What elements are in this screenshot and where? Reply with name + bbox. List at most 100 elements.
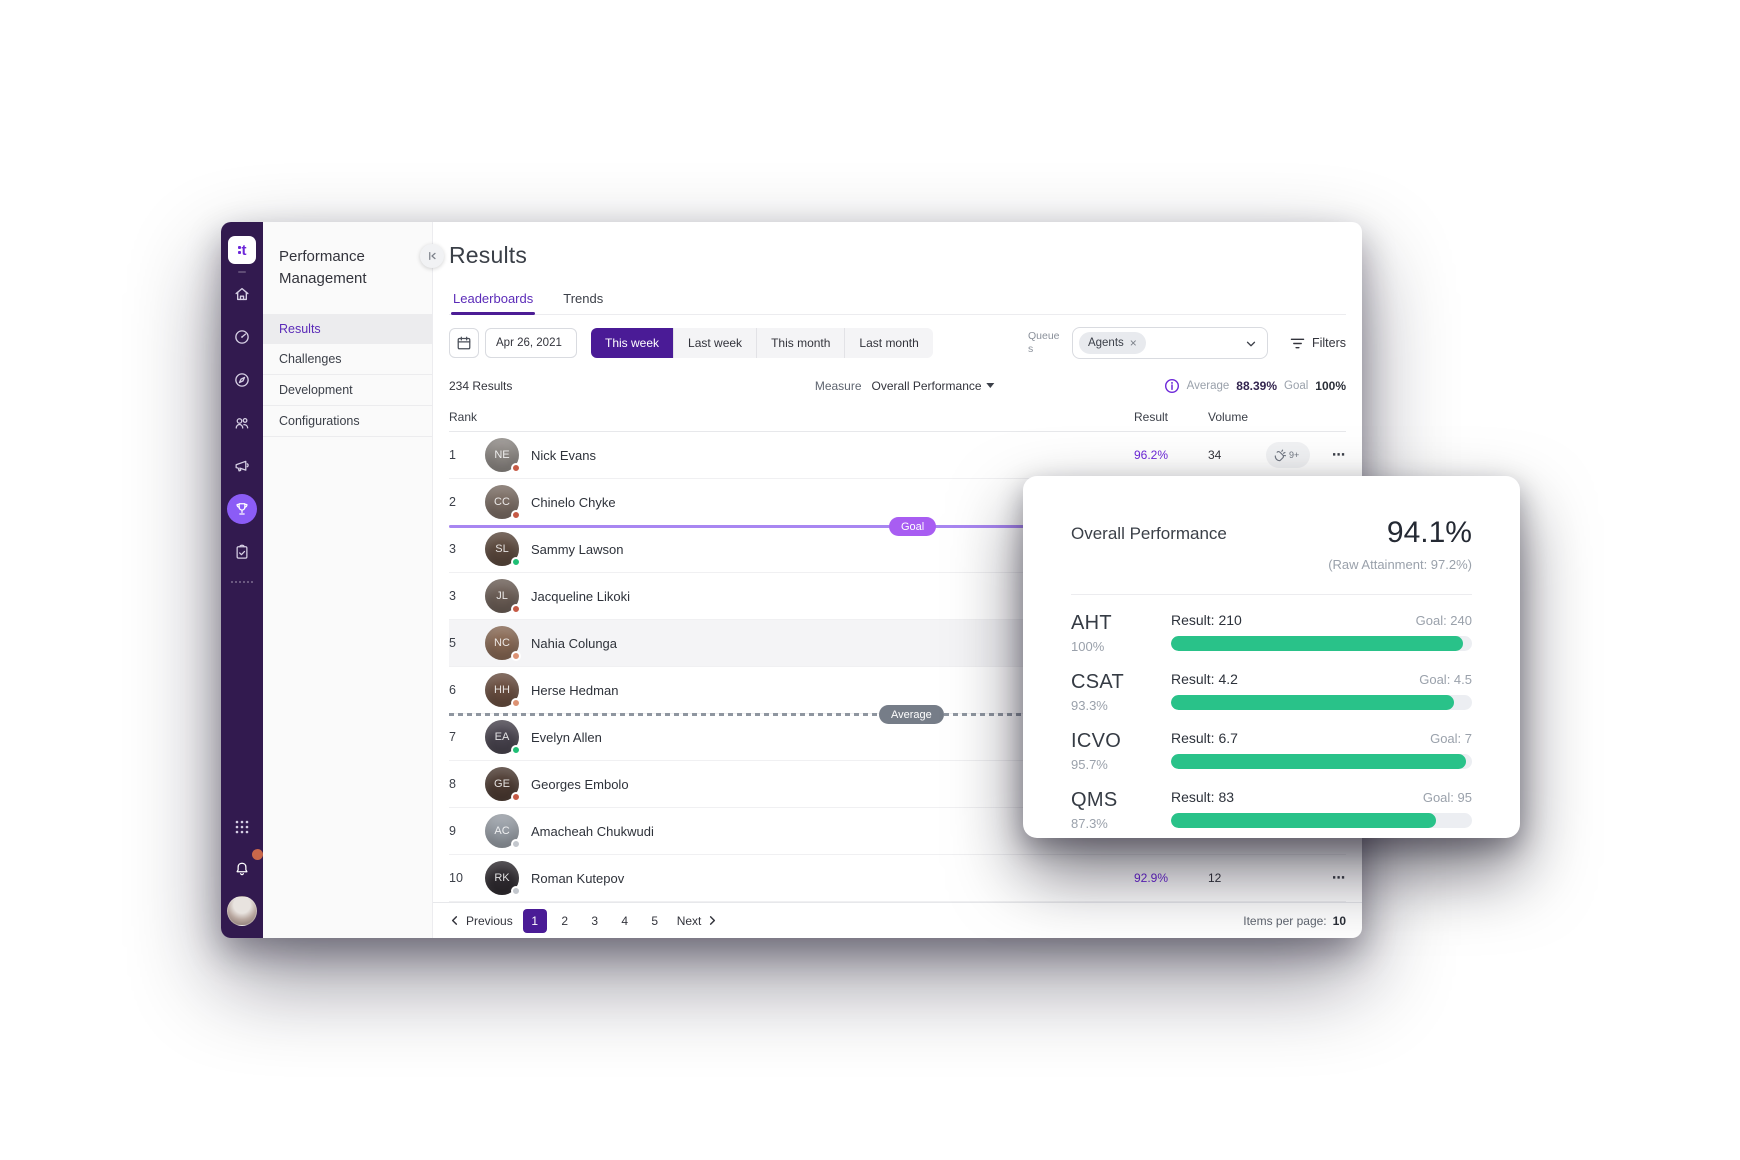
sidebar-item[interactable]: Configurations — [263, 406, 432, 437]
previous-page-button[interactable]: Previous — [449, 914, 513, 928]
avatar: SL — [485, 532, 521, 568]
logo-dots-icon — [237, 246, 241, 254]
rail-bottom — [227, 812, 263, 926]
metric-row: AHT 100% Result: 210 Goal: 240 — [1071, 595, 1472, 654]
raw-attainment: (Raw Attainment: 97.2%) — [1328, 557, 1472, 572]
agent-name: Chinelo Chyke — [531, 494, 616, 510]
info-icon[interactable] — [1164, 378, 1180, 394]
metric-percent: 95.7% — [1071, 757, 1108, 772]
items-per-page-value[interactable]: 10 — [1332, 913, 1346, 928]
apps-grid-icon[interactable] — [227, 812, 257, 842]
announcements-megaphone-icon[interactable] — [227, 451, 257, 481]
page-button[interactable]: 4 — [613, 909, 637, 933]
avatar: CC — [485, 485, 521, 521]
metric-label: QMS — [1071, 789, 1118, 811]
metric-result: Result: 4.2 — [1171, 671, 1238, 687]
agent-name: Roman Kutepov — [531, 870, 625, 886]
module-sidebar: Performance Management Results Challenges… — [263, 222, 444, 938]
metric-goal: Goal: 4.5 — [1419, 672, 1472, 687]
date-range-button[interactable]: Last month — [845, 328, 933, 358]
sidebar-item[interactable]: Results — [263, 313, 432, 344]
table-row[interactable]: 8 GE Georges Embolo — [449, 761, 1346, 809]
metric-row: QMS 87.3% Result: 83 Goal: 95 — [1071, 772, 1472, 831]
overall-score: 94.1% — [1386, 516, 1472, 549]
date-range-button[interactable]: This month — [757, 328, 846, 358]
compass-icon[interactable] — [227, 365, 257, 395]
measure-dropdown[interactable]: Overall Performance — [872, 379, 995, 393]
table-row[interactable]: 1 NE Nick Evans 96.2% 34 9+ — [449, 432, 1346, 480]
status-dot — [511, 604, 521, 615]
metric-row: CSAT 93.3% Result: 4.2 Goal: 4.5 — [1071, 654, 1472, 713]
dashboard-gauge-icon[interactable] — [227, 322, 257, 352]
tab[interactable]: Trends — [563, 291, 604, 306]
sidebar-item[interactable]: Challenges — [263, 344, 432, 375]
table-row[interactable]: 3 JL Jacqueline Likoki — [449, 573, 1346, 621]
chip-remove-icon[interactable]: × — [1129, 336, 1137, 350]
row-menu-button[interactable]: ⋯ — [1332, 447, 1346, 463]
filters-button[interactable]: Filters — [1290, 336, 1346, 350]
page-button[interactable]: 1 — [522, 908, 547, 933]
table-row[interactable]: 3 SL Sammy Lawson — [449, 526, 1346, 574]
notification-badge — [252, 849, 263, 860]
rank-cell: 6 — [449, 683, 456, 698]
agent-name: Nahia Colunga — [531, 635, 618, 651]
sidebar-item[interactable]: Development — [263, 375, 432, 406]
tasks-clipboard-icon[interactable] — [227, 537, 257, 567]
calendar-button[interactable] — [449, 328, 479, 358]
date-range-button[interactable]: This week — [591, 328, 675, 358]
metric-goal: Goal: 7 — [1430, 731, 1472, 746]
collapse-sidebar-button[interactable] — [420, 244, 444, 268]
table-row[interactable]: 7 EA Evelyn Allen — [449, 714, 1346, 762]
popover-divider — [1071, 594, 1472, 595]
average-value: 88.39% — [1236, 378, 1277, 393]
collapse-left-icon — [429, 252, 436, 260]
date-input[interactable] — [485, 328, 577, 358]
page-title: Results — [449, 242, 528, 268]
queues-select[interactable]: Agents × — [1071, 327, 1268, 359]
result-column-header: Result — [1134, 410, 1169, 425]
metric-bar-block: Result: 6.7 Goal: 7 — [1171, 730, 1472, 769]
caret-down-icon — [986, 383, 995, 389]
leaderboards-trophy-icon[interactable] — [227, 494, 257, 524]
home-icon[interactable] — [227, 279, 257, 309]
metric-percent: 93.3% — [1071, 698, 1108, 713]
next-page-button[interactable]: Next — [677, 914, 719, 928]
progress-bar-track — [1171, 813, 1472, 828]
popover-score-block: 94.1% (Raw Attainment: 97.2%) — [1328, 516, 1472, 572]
result-cell: 96.2% — [1134, 448, 1169, 463]
table-row[interactable]: 10 RK Roman Kutepov 92.9% 12 — [449, 855, 1346, 903]
app-logo[interactable]: t — [228, 236, 256, 264]
metric-label-block: CSAT 93.3% — [1071, 671, 1149, 713]
rank-cell: 10 — [449, 871, 463, 886]
volume-cell: 34 — [1208, 448, 1222, 463]
metric-bar-block: Result: 83 Goal: 95 — [1171, 789, 1472, 828]
page-button[interactable]: 3 — [583, 909, 607, 933]
avatar-image: NC — [485, 626, 519, 661]
notifications-bell-icon[interactable] — [227, 849, 263, 884]
progress-bar-track — [1171, 754, 1472, 769]
progress-bar-fill — [1171, 695, 1454, 710]
summary-row: 234 Results Measure Overall Performance … — [449, 369, 1346, 403]
agent-name: Nick Evans — [531, 447, 597, 463]
page-button[interactable]: 2 — [553, 909, 577, 933]
rank-cell: 5 — [449, 636, 456, 651]
measure-group: Measure Overall Performance — [815, 379, 995, 393]
date-range-button[interactable]: Last week — [674, 328, 758, 358]
row-menu-button[interactable]: ⋯ — [1332, 870, 1346, 886]
average-label: Average — [1186, 379, 1230, 392]
metric-label: AHT — [1071, 612, 1112, 634]
queue-chip[interactable]: Agents × — [1078, 332, 1146, 354]
user-avatar[interactable] — [227, 896, 257, 926]
kudos-button[interactable]: 9+ — [1266, 442, 1310, 469]
status-dot — [511, 698, 521, 709]
team-icon[interactable] — [227, 408, 257, 438]
metric-percent: 100% — [1071, 639, 1105, 654]
tab[interactable]: Leaderboards — [451, 287, 536, 315]
rank-cell: 3 — [449, 589, 456, 604]
status-dot — [511, 651, 521, 662]
avatar: AC — [485, 814, 521, 850]
table-row[interactable]: 9 AC Amacheah Chukwudi — [449, 808, 1346, 856]
status-dot — [511, 463, 521, 474]
page-button[interactable]: 5 — [643, 909, 667, 933]
